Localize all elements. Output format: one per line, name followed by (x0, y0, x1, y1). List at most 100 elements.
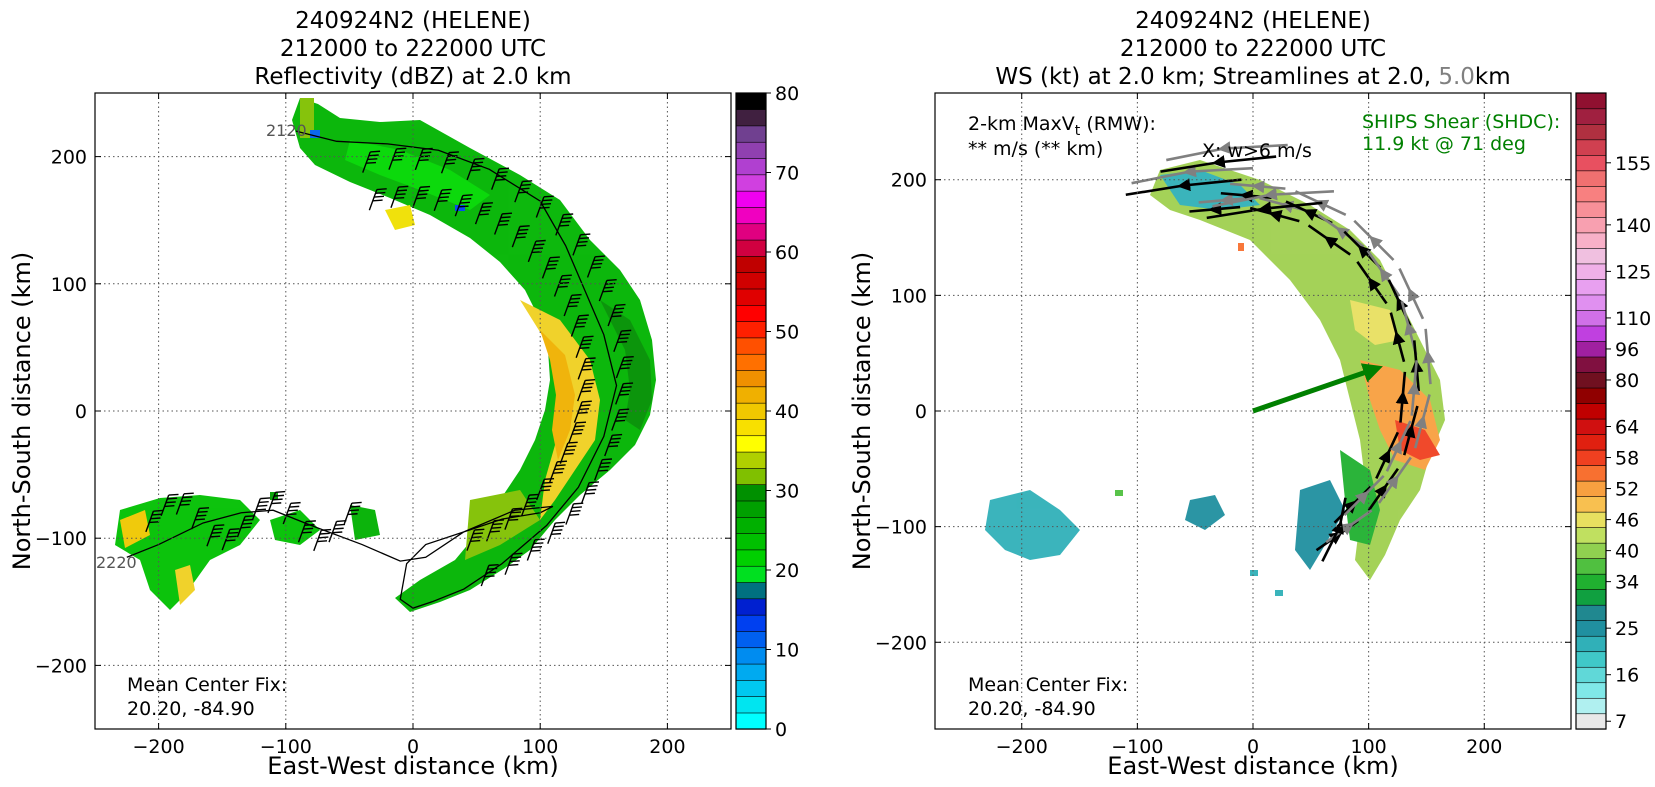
left-wind-barb (414, 147, 433, 171)
left-colorbar-swatch (735, 255, 767, 273)
left-wind-barb (454, 194, 473, 217)
left-y-tick-label: −200 (35, 655, 87, 677)
right-colorbar-swatch (1575, 573, 1607, 590)
right-streamline-high (1166, 141, 1288, 162)
left-colorbar-swatch (735, 418, 767, 437)
left-colorbar-swatch (735, 174, 767, 192)
left-wind-barb (553, 274, 572, 297)
right-maxvt-subscript: t (1075, 123, 1081, 139)
right-streamline-high (1422, 328, 1436, 385)
left-colorbar-swatch (735, 696, 767, 714)
left-wind-barb (563, 293, 582, 317)
left-wind-barb (573, 400, 592, 423)
left-colorbar-swatch (735, 321, 767, 339)
right-w-note: X: w>6 m/s (1202, 140, 1312, 162)
left-wind-barb (577, 357, 596, 380)
left-colorbar-swatch (735, 663, 767, 681)
left-colorbar-swatch (735, 451, 767, 469)
left-colorbar-tick-label: 0 (775, 719, 787, 741)
right-streamline-low (1389, 312, 1406, 363)
right-colorbar-tick-label: 80 (1615, 370, 1639, 392)
right-colorbar-swatch (1575, 682, 1607, 699)
right-streamline-high (1398, 267, 1425, 320)
right-colorbar-tick-label: 110 (1615, 308, 1651, 330)
left-track-end-label: 2220 (96, 553, 137, 572)
right-colorbar-swatch (1575, 309, 1607, 327)
left-wind-barb (491, 167, 510, 190)
right-colorbar-swatch (1575, 154, 1607, 172)
left-wind-barb (572, 233, 591, 256)
left-colorbar-tick-label: 30 (775, 481, 799, 503)
left-wind-barb (555, 213, 574, 236)
right-streamline-high (1377, 456, 1412, 504)
left-wind-barb (343, 501, 362, 525)
left-x-tick-label: −200 (133, 736, 185, 758)
right-colorbar-swatch (1575, 651, 1607, 668)
right-colorbar-swatch (1575, 263, 1607, 280)
left-wind-barb (565, 502, 584, 525)
left-x-axis-label: East-West distance (km) (267, 752, 558, 780)
right-ships-label: SHIPS Shear (SHDC): (1362, 111, 1560, 133)
right-colorbar-tick-label: 125 (1615, 261, 1651, 283)
left-colorbar-swatch (735, 712, 767, 730)
right-maxvt-line-1: 2-km MaxVt (RMW): (968, 113, 1156, 139)
left-wind-barb (615, 382, 634, 405)
left-y-tick-label: 100 (51, 274, 87, 296)
left-colorbar-swatch (735, 467, 767, 485)
right-colorbar-swatch (1575, 480, 1607, 497)
right-y-tick-label: 100 (891, 285, 927, 307)
right-y-tick-label: 200 (891, 170, 927, 192)
left-wind-barb (388, 147, 407, 170)
right-colorbar-swatch (1575, 185, 1607, 203)
right-colorbar-swatch (1575, 294, 1607, 311)
right-colorbar-tick-label: 46 (1615, 510, 1639, 532)
right-colorbar-swatch (1575, 108, 1607, 125)
left-wind-barb (575, 335, 594, 358)
left-y-tick-label: 0 (75, 401, 87, 423)
right-colorbar-swatch (1575, 713, 1607, 730)
left-y-tick-label: 200 (51, 147, 87, 169)
left-x-tick-label: −100 (260, 736, 312, 758)
left-colorbar-swatch (735, 157, 767, 176)
right-colorbar-swatch (1575, 340, 1607, 358)
left-center-fix-value: 20.20, -84.90 (127, 698, 255, 720)
left-wind-barb (466, 157, 485, 181)
left-colorbar-swatch (735, 92, 767, 110)
left-wind-barb (568, 421, 587, 444)
right-streamline-high (1407, 360, 1421, 416)
right-colorbar-tick-label: 155 (1615, 153, 1651, 175)
right-colorbar-tick-label: 140 (1615, 215, 1651, 237)
right-colorbar-swatch (1575, 201, 1607, 218)
right-colorbar-tick-label: 16 (1615, 665, 1639, 687)
right-colorbar-swatch (1575, 371, 1607, 389)
right-colorbar-tick-label: 34 (1615, 572, 1639, 594)
right-x-tick-label: 100 (1351, 736, 1387, 758)
left-colorbar-swatch (735, 190, 767, 208)
left-colorbar-tick-label: 20 (775, 560, 799, 582)
left-colorbar-swatch (735, 647, 767, 665)
right-colorbar-swatch (1575, 325, 1607, 342)
left-colorbar-swatch (735, 549, 767, 567)
left-wind-barb (604, 433, 623, 457)
right-streamline-low (1189, 202, 1241, 216)
right-x-tick-label: 0 (1247, 736, 1259, 758)
right-colorbar-tick-label: 58 (1615, 448, 1639, 470)
right-colorbar-tick-label: 52 (1615, 479, 1639, 501)
left-colorbar-swatch (735, 500, 767, 518)
left-wind-barbs (145, 147, 634, 587)
left-wind-barb (570, 314, 589, 337)
left-colorbar-swatch (735, 337, 767, 355)
left-colorbar-swatch (735, 630, 767, 649)
right-title-prefix: WS (kt) at 2.0 km; Streamlines at 2.0, (995, 64, 1438, 90)
left-wind-barb (514, 180, 533, 203)
right-y-tick-label: 0 (915, 401, 927, 423)
right-colorbar-swatch (1575, 666, 1607, 684)
left-colorbar-swatch (735, 533, 767, 551)
right-colorbar-frame (1575, 92, 1607, 730)
left-x-tick-label: 100 (522, 736, 558, 758)
left-wind-barb (221, 528, 240, 551)
left-colorbar-tick-label: 40 (775, 401, 799, 423)
right-x-axis-label: East-West distance (km) (1107, 752, 1398, 780)
right-colorbar-swatch (1575, 278, 1607, 296)
right-colorbar-swatch (1575, 216, 1607, 234)
